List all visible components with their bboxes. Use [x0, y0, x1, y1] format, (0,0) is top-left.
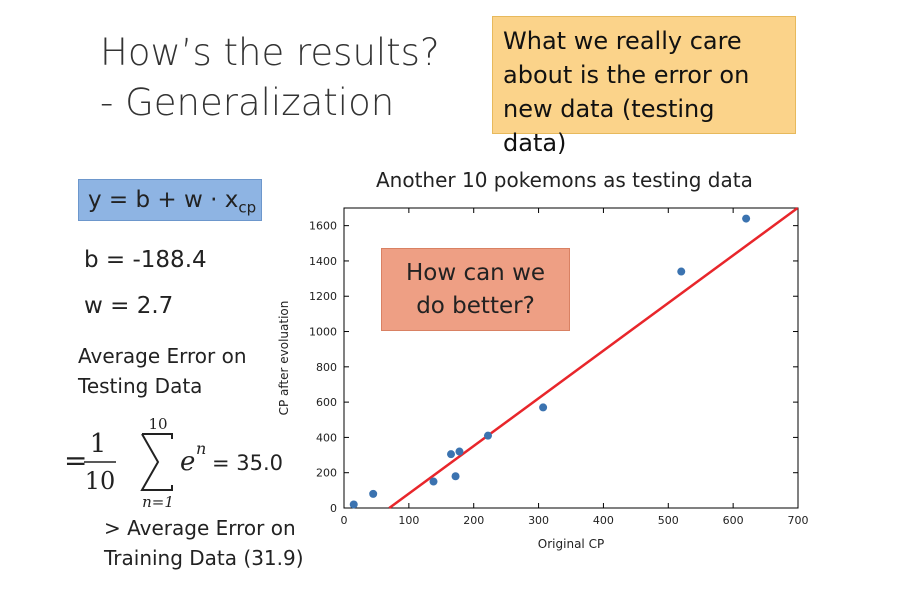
data-point	[677, 267, 686, 276]
training-error-comparison: > Average Error on Training Data (31.9)	[104, 513, 304, 573]
sum-lower-limit: n=1	[142, 493, 174, 511]
x-tick-label: 100	[398, 514, 419, 527]
y-tick-label: 1600	[309, 220, 337, 233]
better-line-2: do better?	[416, 293, 535, 319]
equation-main: y = b + w · x	[88, 187, 239, 213]
y-tick-label: 0	[330, 502, 337, 515]
y-tick-label: 400	[316, 431, 337, 444]
chart-title: Another 10 pokemons as testing data	[376, 168, 753, 192]
data-point	[455, 447, 464, 456]
formula-numerator: 1	[90, 429, 107, 459]
data-point	[447, 450, 456, 459]
x-tick-label: 200	[463, 514, 484, 527]
x-tick-label: 0	[341, 514, 348, 527]
equation-subscript: cp	[238, 198, 257, 217]
title-line-1: How’s the results?	[100, 31, 440, 74]
data-point	[451, 472, 460, 481]
callout-line-2: about is the error on	[503, 61, 750, 89]
plot-frame	[343, 207, 799, 509]
callout-line-1: What we really care	[503, 27, 742, 55]
slide-title: How’s the results? - Generalization	[100, 28, 440, 128]
x-tick-label: 600	[723, 514, 744, 527]
regression-line	[388, 206, 799, 510]
testing-error-label: Average Error on Testing Data	[78, 341, 247, 401]
x-tick-label: 500	[658, 514, 679, 527]
training-compare-line-2: Training Data (31.9)	[104, 546, 304, 570]
testing-data-callout: What we really care about is the error o…	[492, 16, 796, 157]
param-w: w = 2.7	[84, 293, 174, 319]
data-point	[429, 477, 438, 486]
param-b: b = -188.4	[84, 247, 207, 273]
y-tick-label: 1200	[309, 290, 337, 303]
sum-upper-limit: 10	[148, 415, 167, 433]
y-tick-label: 1000	[309, 326, 337, 339]
callout-line-3: new data (testing data)	[503, 95, 715, 157]
testing-error-line-2: Testing Data	[78, 374, 203, 398]
x-axis-label: Original CP	[538, 537, 604, 551]
formula-denominator: 10	[85, 467, 116, 495]
data-point	[483, 431, 492, 440]
average-error-formula: = 1 10 10 n=1 e n = 35.0	[64, 415, 283, 511]
formula-equals: =	[64, 444, 87, 477]
data-point	[369, 489, 378, 498]
training-compare-line-1: > Average Error on	[104, 516, 296, 540]
formula-term-superscript: n	[196, 439, 206, 458]
model-equation: y = b + w · xcp	[78, 179, 262, 221]
testing-error-line-1: Average Error on	[78, 344, 247, 368]
better-line-1: How can we	[405, 260, 546, 286]
y-tick-label: 800	[316, 361, 337, 374]
data-point	[742, 214, 751, 223]
y-tick-label: 200	[316, 467, 337, 480]
y-tick-label: 600	[316, 396, 337, 409]
formula-result: = 35.0	[212, 451, 283, 475]
y-axis-label: CP after evoluation	[277, 301, 291, 416]
x-tick-label: 400	[593, 514, 614, 527]
x-tick-label: 700	[788, 514, 809, 527]
formula-term: e	[180, 447, 195, 477]
y-tick-label: 1400	[309, 255, 337, 268]
how-can-we-do-better-callout: How can we do better?	[381, 248, 570, 331]
data-point	[349, 500, 358, 509]
title-line-2: - Generalization	[100, 81, 395, 124]
scatter-chart: 0 100 200 300 400 500 600 700 0 200 400 600 800 1000 1…	[277, 206, 809, 551]
summation-icon	[140, 433, 173, 491]
x-tick-label: 300	[528, 514, 549, 527]
data-point	[539, 403, 548, 412]
